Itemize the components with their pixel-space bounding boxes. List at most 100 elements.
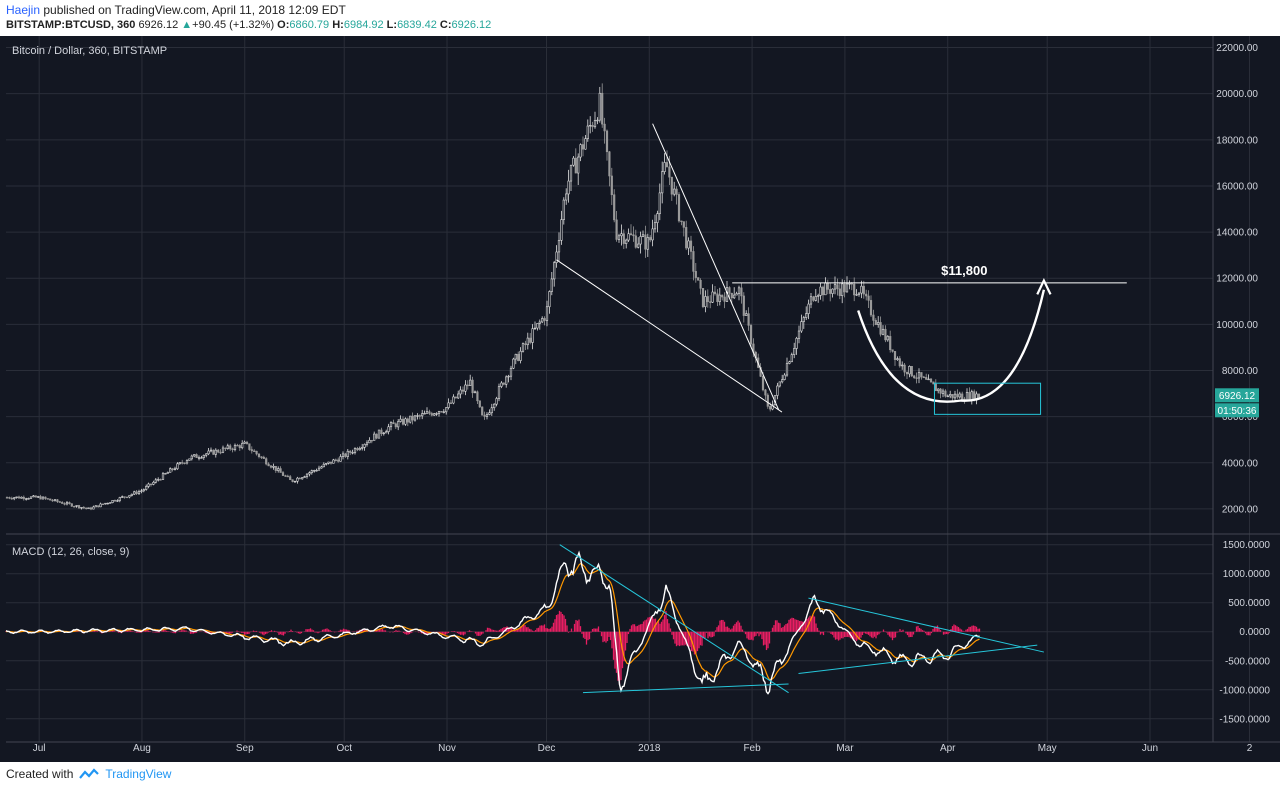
candle-body [589,124,592,127]
candle-body [325,463,328,465]
candle-body [92,506,95,510]
candle-body [219,451,222,454]
candle-body [449,402,453,404]
candle-body [392,422,395,425]
candle-body [303,476,306,478]
candle-body [577,156,580,174]
candle-body [785,363,789,376]
candle-body [824,282,827,296]
y-tick-label: 12000.00 [1216,274,1258,285]
candle-body [932,381,935,385]
candle-body [867,295,870,301]
candle-body [205,453,208,456]
candle-body [51,499,54,502]
candle-body [243,441,246,444]
macd-triangle-lower [798,644,1038,675]
candle-body [231,448,234,450]
candle-body [812,296,815,301]
open-label: O: [277,19,290,31]
candle-body [46,498,49,500]
candle-body [908,366,911,375]
candle-body [574,157,577,174]
candle-body [891,349,894,352]
candle-body [550,278,553,292]
candle-body [308,472,311,475]
candle-body [745,313,748,316]
chart-canvas[interactable]: $11,800 Jul Aug Sep Oct Nov Dec 2018 Feb Mar Apr M… [0,36,1280,762]
candle-body [286,475,289,478]
candle-body [838,288,841,296]
candle-body [713,291,717,295]
candle-body [337,459,340,462]
candle-body [404,418,407,425]
candle-body [75,505,78,507]
candle-body [317,467,321,471]
high-value: 6984.92 [343,19,384,31]
candle-body [541,318,544,323]
author-link[interactable]: Haejin [6,3,41,17]
candle-body [562,199,565,220]
candle-body [485,414,489,417]
candle-body [224,447,227,450]
tradingview-brand-link[interactable]: TradingView [105,767,172,781]
candle-body [481,406,484,416]
candle-body [860,285,863,294]
cup-curve [857,289,1046,403]
candle-body [709,301,712,303]
candle-body [656,213,659,223]
candle-body [833,284,837,290]
candle-body [639,236,642,245]
macd-tick-label: -500.0000 [1225,656,1270,667]
macd-tick-label: -1000.0000 [1219,685,1270,696]
candle-body [809,296,813,305]
x-tick-label: Feb [743,743,761,754]
candle-body [346,450,349,457]
candle-body [171,468,174,470]
candle-body [440,411,443,413]
candle-body [399,418,402,422]
candle-body [517,353,520,361]
candle-body [70,503,73,507]
price-change: +90.45 (+1.32%) [192,19,275,31]
candle-body [893,351,897,360]
drawings: $11,800 [556,123,1127,415]
y-tick-label: 22000.00 [1216,43,1258,54]
candle-body [341,453,345,457]
candle-body [85,507,88,509]
publish-info: Haejin published on TradingView.com, Apr… [6,3,346,17]
candle-body [241,443,244,449]
candle-body [565,193,568,201]
countdown-label: 01:50:36 [1218,406,1257,417]
candle-body [17,496,21,499]
x-tick-label: Jul [33,743,46,754]
candle-body [157,479,160,481]
candle-body [848,283,851,285]
candle-body [368,439,371,444]
candle-body [267,463,270,467]
candle-body [764,389,767,396]
footer: Created with TradingView [6,767,171,781]
candle-body [423,412,426,415]
candle-body [418,415,421,417]
candle-body [461,389,465,392]
candle-body [529,337,532,343]
up-arrow-icon [1036,277,1052,295]
candle-body [245,441,249,445]
candle-body [699,279,702,289]
candle-body [207,450,210,455]
candle-body [687,240,690,249]
candle-body [322,463,325,468]
candle-body [147,483,150,487]
candle-body [593,120,597,128]
candle-body [706,296,709,303]
candle-body [253,450,256,452]
candle-body [401,418,405,425]
candle-body [409,415,412,423]
candle-body [819,286,822,296]
candle-body [617,235,621,240]
candle-body [394,423,397,428]
candle-body [5,497,9,499]
candle-body [961,393,964,400]
candle-body [855,294,858,296]
candle-body [737,287,741,294]
